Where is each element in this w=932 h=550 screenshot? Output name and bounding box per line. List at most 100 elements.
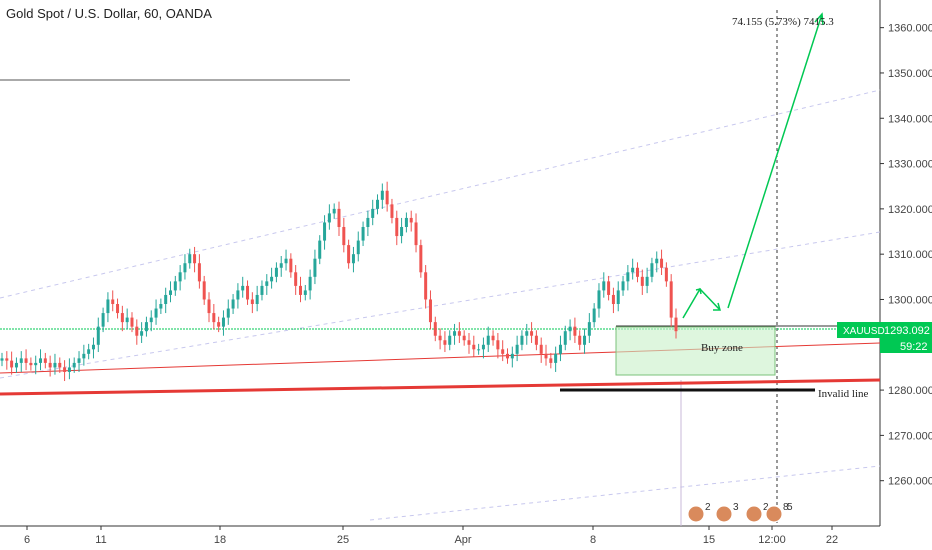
candle-body (197, 263, 201, 282)
x-tick-label: 6 (24, 534, 30, 546)
candle-body (255, 294, 259, 305)
channel-guide-upper[interactable] (0, 89, 881, 299)
candle-body (587, 322, 591, 336)
candle-body (34, 362, 38, 366)
candle-body (443, 340, 447, 345)
candle-body (125, 317, 129, 323)
candle-body (404, 217, 408, 227)
candle-body (308, 276, 312, 291)
projection-arrowhead-1 (695, 288, 702, 295)
candle-body (414, 222, 418, 246)
candle-body (164, 294, 168, 305)
y-tick-label: 1340.000 (888, 113, 932, 125)
candle-body (462, 335, 466, 341)
candle-body (607, 281, 611, 295)
y-tick-label: 1300.000 (888, 294, 932, 306)
candle-body (380, 190, 384, 200)
countdown-bg (880, 338, 932, 353)
candle-body (169, 290, 172, 295)
candle-body (29, 362, 33, 366)
candle-body (351, 254, 355, 264)
candle-body (188, 254, 192, 264)
candle-body (318, 240, 322, 259)
candle-body (645, 276, 649, 286)
candle-body (130, 317, 134, 327)
candle-body (149, 317, 153, 323)
candle-body (270, 276, 274, 282)
buy-zone-box[interactable] (615, 326, 776, 376)
candle-body (217, 322, 221, 327)
y-tick-label: 1270.000 (888, 430, 932, 442)
candle-body (650, 263, 654, 277)
candle-body (202, 281, 206, 300)
support-trendline-thick[interactable] (0, 378, 881, 396)
candle-body (154, 308, 158, 318)
event-marker-flag-icon[interactable] (745, 505, 763, 523)
candle-body (183, 263, 187, 273)
y-axis-ticks: 1260.0001270.0001280.0001290.0001300.000… (880, 23, 932, 488)
event-markers[interactable]: 2 3 2 85 (687, 502, 793, 523)
candle-body (91, 344, 95, 350)
projection-long-arrowhead (814, 12, 824, 26)
candle-body (515, 344, 519, 354)
candle-body (58, 362, 62, 368)
candle-body (0, 358, 4, 361)
candle-body (597, 290, 601, 309)
candle-body (5, 358, 9, 361)
candle-body (294, 272, 298, 286)
candle-body (226, 308, 230, 318)
candle-body (520, 335, 524, 345)
measure-label: 74.155 (5.73%) 7415.3 (732, 16, 834, 28)
candle-body (337, 208, 341, 227)
candle-body (530, 331, 534, 336)
candle-body (481, 344, 485, 350)
channel-guide-lower[interactable] (369, 465, 881, 521)
candle-body (159, 304, 163, 309)
candle-body (525, 331, 529, 336)
candle-body (265, 281, 269, 286)
candle-body (284, 258, 288, 264)
candle-body (549, 358, 553, 363)
chart-title: Gold Spot / U.S. Dollar, 60, OANDA (6, 6, 212, 21)
candle-body (289, 258, 293, 273)
candle-body (323, 222, 327, 241)
candle-body (212, 313, 216, 323)
x-tick-label: Apr (454, 534, 471, 546)
candle-body (477, 349, 481, 351)
candle-body (260, 285, 264, 295)
candle-body (82, 353, 86, 359)
candle-body (366, 217, 370, 227)
candle-body (554, 353, 558, 363)
candle-body (395, 217, 399, 237)
y-tick-label: 1350.000 (888, 68, 932, 80)
y-tick-label: 1320.000 (888, 204, 932, 216)
candle-body (534, 335, 538, 345)
candle-body (385, 190, 389, 205)
candle-body (400, 226, 404, 237)
candle-body (371, 208, 375, 218)
candle-body (236, 290, 240, 300)
candle-body (616, 290, 620, 305)
x-axis-ticks: 6 11 18 25 Apr 8 15 12:00 22 (24, 526, 838, 546)
candle-body (611, 294, 615, 305)
candle-body (193, 254, 197, 264)
event-marker-flag-icon[interactable] (765, 505, 783, 523)
candle-body (14, 362, 18, 368)
candle-body (111, 299, 115, 305)
y-tick-label: 1310.000 (888, 249, 932, 261)
candle-body (43, 358, 47, 363)
candle-body (568, 326, 572, 332)
candle-body (558, 344, 562, 354)
candle-body (332, 208, 336, 214)
candle-body (376, 199, 380, 209)
event-marker-flag-icon[interactable] (687, 505, 705, 523)
candle-body (448, 335, 452, 345)
candle-body (660, 258, 664, 268)
candle-body (298, 285, 302, 295)
x-tick-label: 8 (590, 534, 596, 546)
candle-body (221, 317, 225, 327)
event-marker-flag-icon[interactable] (715, 505, 733, 523)
projection-long-arrow[interactable] (727, 13, 823, 309)
y-tick-label: 1260.000 (888, 476, 932, 488)
